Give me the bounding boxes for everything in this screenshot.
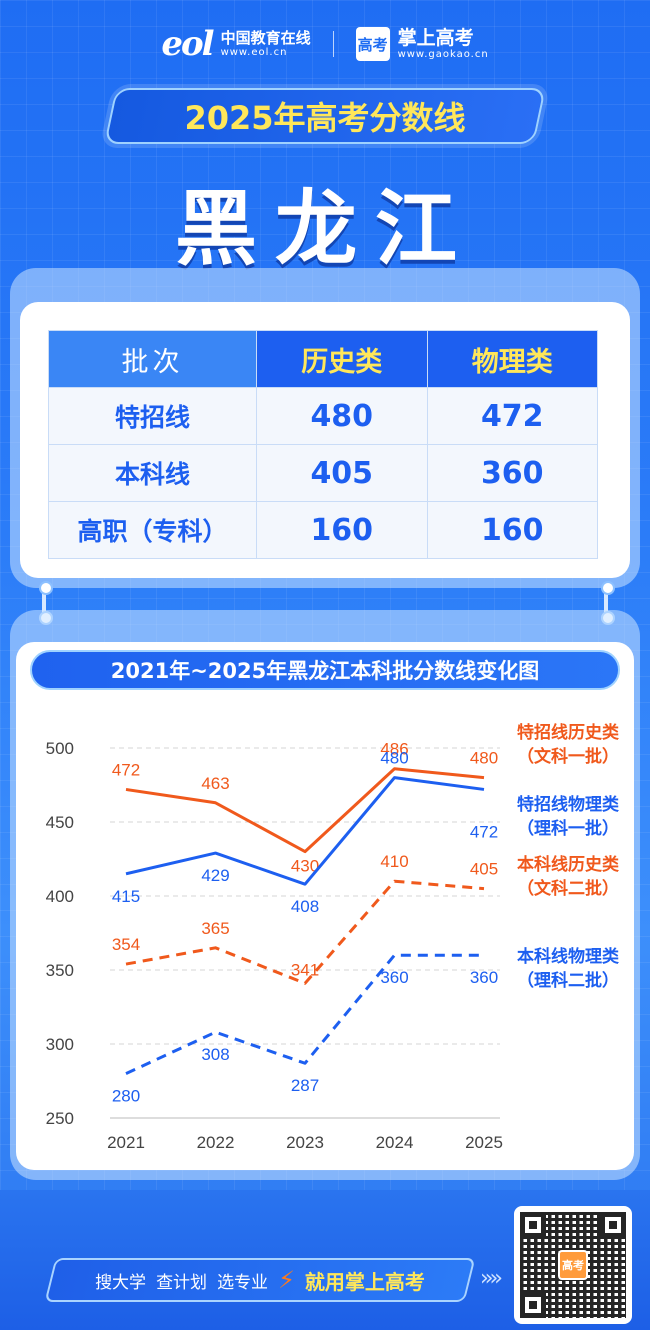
- data-label: 486: [380, 740, 408, 759]
- score-table: 批次 历史类 物理类 特招线 480 472 本科线 405 360 高职（专科…: [48, 330, 598, 559]
- x-tick-label: 2023: [286, 1133, 324, 1152]
- x-tick-label: 2025: [465, 1133, 503, 1152]
- gaokao-logo[interactable]: 高考 掌上高考 www.gaokao.cn: [355, 27, 489, 61]
- data-label: 354: [112, 935, 140, 954]
- legend-label: 本科线物理类: [517, 946, 620, 967]
- logo-divider: [332, 31, 334, 57]
- y-tick-label: 350: [46, 961, 74, 980]
- eol-logo-mark: eol: [161, 24, 214, 64]
- legend-label: 本科线历史类: [517, 854, 620, 875]
- history-score: 405: [256, 444, 428, 502]
- chart-title: 2021年~2025年黑龙江本科批分数线变化图: [30, 650, 620, 690]
- series-line: [125, 953, 484, 1075]
- data-label: 429: [201, 866, 229, 885]
- data-label: 280: [112, 1087, 140, 1106]
- series-line: [125, 767, 485, 854]
- qr-code-pattern: 高考: [520, 1212, 626, 1318]
- data-label: 360: [470, 968, 498, 987]
- header-batch: 批次: [48, 330, 257, 388]
- legend-sublabel: （理科一批）: [517, 818, 619, 839]
- series-line: [125, 879, 485, 985]
- data-label: 408: [291, 897, 319, 916]
- data-label: 463: [201, 774, 229, 793]
- qr-finder: [600, 1212, 626, 1238]
- slogan[interactable]: 搜大学 查计划 选专业 ⚡ 就用掌上高考: [50, 1258, 470, 1302]
- data-label: 410: [380, 852, 408, 871]
- logo-bar: eol 中国教育在线 www.eol.cn 高考 掌上高考 www.gaokao…: [0, 22, 650, 66]
- history-score: 480: [256, 387, 428, 445]
- slogan-item-plan: 查计划: [156, 1272, 208, 1293]
- data-label: 365: [201, 919, 229, 938]
- table-row: 高职（专科） 160 160: [48, 501, 598, 559]
- legend-label: 特招线历史类: [517, 722, 620, 743]
- gaokao-logo-name: 掌上高考: [397, 27, 474, 50]
- slogan-item-major: 选专业: [217, 1272, 269, 1293]
- data-label: 472: [470, 822, 498, 841]
- series-line: [125, 776, 485, 886]
- row-label: 本科线: [48, 444, 257, 502]
- eol-logo-url: www.eol.cn: [220, 46, 288, 58]
- qr-finder: [520, 1212, 546, 1238]
- legend-label: 特招线物理类: [517, 794, 620, 815]
- x-tick-label: 2024: [376, 1133, 414, 1152]
- row-label: 特招线: [48, 387, 257, 445]
- data-label: 415: [112, 887, 140, 906]
- gaokao-logo-mark: 高考: [355, 27, 390, 61]
- province-name: 黑龙江: [174, 182, 475, 277]
- table-row: 本科线 405 360: [48, 444, 598, 502]
- legend-sublabel: （文科一批）: [517, 746, 619, 767]
- eol-logo-name: 中国教育在线: [220, 29, 311, 48]
- data-label: 308: [201, 1045, 229, 1064]
- y-tick-label: 450: [46, 813, 74, 832]
- y-tick-label: 500: [46, 739, 74, 758]
- slogan-item-university: 搜大学: [95, 1272, 147, 1293]
- table-row: 特招线 480 472: [48, 387, 598, 445]
- double-chevron-right-icon: »»: [480, 1266, 503, 1291]
- header-history: 历史类: [256, 330, 428, 388]
- data-label: 405: [470, 860, 498, 879]
- legend-sublabel: （文科二批）: [517, 878, 619, 899]
- lightning-icon: ⚡: [278, 1266, 295, 1294]
- qr-finder: [520, 1292, 546, 1318]
- physics-score: 360: [426, 444, 598, 502]
- slogan-cta: 就用掌上高考: [304, 1269, 425, 1294]
- score-table-header: 批次 历史类 物理类: [48, 330, 598, 388]
- data-label: 287: [291, 1076, 319, 1095]
- eol-logo[interactable]: eol 中国教育在线 www.eol.cn: [161, 24, 310, 64]
- data-label: 472: [112, 760, 140, 779]
- row-label: 高职（专科）: [48, 501, 257, 559]
- data-label: 360: [380, 968, 408, 987]
- data-label: 480: [380, 749, 408, 768]
- data-label: 480: [470, 749, 498, 768]
- header-physics: 物理类: [426, 330, 598, 388]
- y-tick-label: 400: [46, 887, 74, 906]
- physics-score: 160: [426, 501, 598, 559]
- y-tick-label: 300: [46, 1035, 74, 1054]
- qr-logo: 高考: [558, 1250, 588, 1280]
- x-tick-label: 2022: [197, 1133, 235, 1152]
- x-tick-label: 2021: [107, 1133, 145, 1152]
- qr-code[interactable]: 高考: [514, 1206, 632, 1324]
- chart-card: [16, 642, 634, 1170]
- y-tick-label: 250: [46, 1109, 74, 1128]
- data-label: 430: [291, 857, 319, 876]
- data-label: 341: [291, 960, 319, 979]
- physics-score: 472: [426, 387, 598, 445]
- history-score: 160: [256, 501, 428, 559]
- page-title: 2025年高考分数线: [184, 99, 466, 137]
- gaokao-logo-url: www.gaokao.cn: [397, 48, 489, 60]
- legend-sublabel: （理科二批）: [517, 970, 619, 991]
- line-chart: 250 300 350 400 450 500 2021 2022 2023 2024 2025 47…: [46, 722, 620, 1152]
